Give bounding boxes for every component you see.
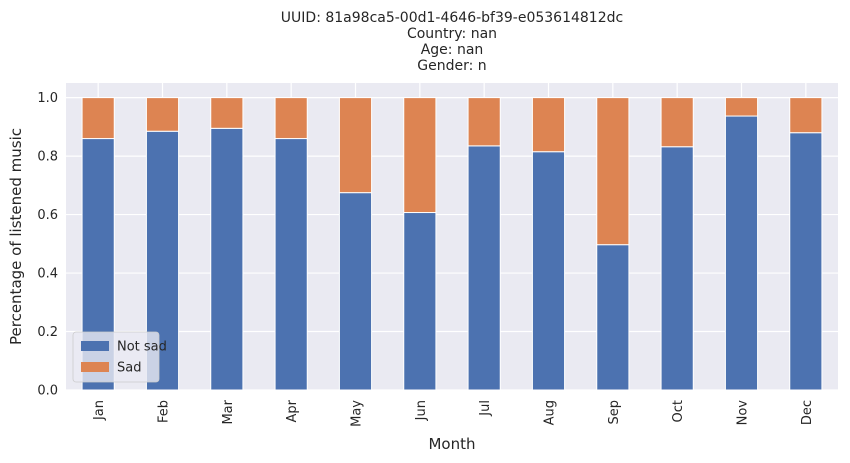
- legend-swatch-sad: [81, 362, 109, 372]
- bar-sad-dec: [789, 97, 823, 134]
- y-axis-label: Percentage of listened music: [7, 128, 25, 345]
- bar-sad-jul: [467, 97, 501, 147]
- bar-not-sad-aug: [531, 151, 566, 391]
- bar-sad-mar: [210, 97, 244, 129]
- x-tick-label: Feb: [157, 400, 172, 423]
- bar-not-sad-apr: [274, 138, 308, 391]
- bar-sad-sep: [596, 97, 630, 246]
- x-tick-label: Aug: [543, 400, 558, 425]
- chart-title-line: Country: nan: [407, 26, 497, 42]
- y-tick-label: 0.0: [37, 384, 58, 399]
- bar-sad-aug: [531, 97, 566, 153]
- x-tick-label: Jul: [478, 400, 493, 417]
- bar-not-sad-sep: [596, 244, 630, 391]
- chart-title-line: Gender: n: [417, 58, 486, 74]
- bar-sad-may: [338, 97, 373, 194]
- legend-label: Not sad: [117, 340, 167, 355]
- chart-title-line: UUID: 81a98ca5-00d1-4646-bf39-e053614812…: [281, 10, 623, 26]
- bar-not-sad-dec: [789, 132, 823, 391]
- bar-not-sad-jul: [467, 145, 501, 391]
- x-tick-label: Jun: [414, 400, 429, 421]
- x-tick-label: Apr: [285, 399, 300, 422]
- x-tick-label: Dec: [800, 400, 815, 425]
- x-tick-label: Nov: [736, 400, 751, 426]
- bar-sad-nov: [724, 97, 759, 117]
- y-tick-label: 0.8: [37, 150, 58, 165]
- x-tick-label: May: [350, 400, 365, 427]
- y-tick-label: 0.6: [37, 208, 58, 223]
- legend-label: Sad: [117, 361, 141, 376]
- x-tick-label: Sep: [607, 400, 622, 425]
- x-tick-label: Jan: [92, 400, 107, 421]
- bar-not-sad-nov: [724, 115, 759, 391]
- bar-sad-feb: [145, 97, 180, 132]
- legend-swatch-not-sad: [81, 341, 109, 351]
- chart-title-line: Age: nan: [421, 42, 484, 58]
- bar-sad-apr: [274, 97, 308, 140]
- y-tick-label: 0.2: [37, 325, 58, 340]
- x-axis-label: Month: [428, 435, 475, 453]
- x-tick-label: Mar: [221, 399, 236, 424]
- y-tick-label: 1.0: [37, 91, 58, 106]
- bar-not-sad-may: [338, 192, 373, 391]
- bar-sad-jun: [403, 97, 437, 214]
- bar-not-sad-jun: [403, 212, 437, 391]
- x-tick-label: Oct: [671, 400, 686, 422]
- y-tick-label: 0.4: [37, 267, 58, 282]
- bar-sad-oct: [660, 97, 694, 148]
- plot-area-background: [66, 83, 838, 390]
- bar-sad-jan: [81, 97, 115, 140]
- bar-not-sad-oct: [660, 146, 694, 391]
- bar-not-sad-mar: [210, 127, 244, 391]
